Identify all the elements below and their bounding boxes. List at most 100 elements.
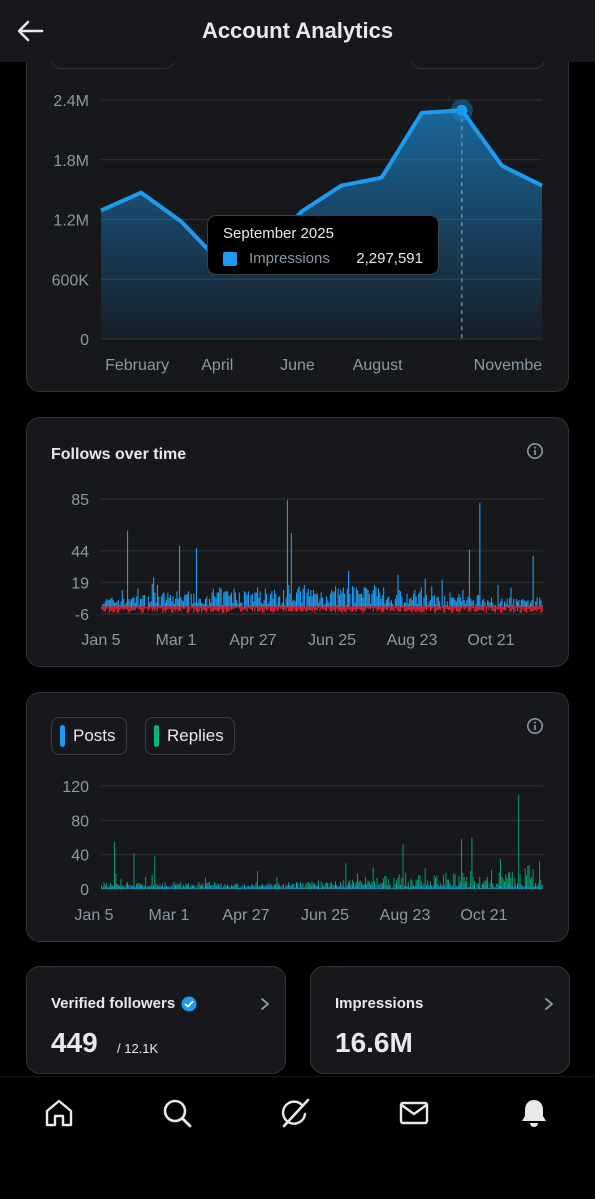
chevron-right-icon [545, 998, 553, 1010]
unfollow-bar [166, 606, 168, 611]
unfollow-bar [351, 606, 353, 612]
reply-bar [524, 868, 526, 889]
unfollow-bar [329, 606, 331, 612]
nav-grok[interactable] [277, 1095, 313, 1131]
back-button[interactable] [14, 15, 46, 47]
unfollow-bar [177, 606, 179, 612]
unfollow-bar [348, 606, 350, 609]
unfollow-bar [505, 606, 507, 611]
unfollow-bar [270, 606, 272, 612]
follow-bar [106, 598, 108, 607]
follow-bar [335, 586, 337, 607]
follow-bar [459, 597, 461, 607]
follow-bar [435, 603, 437, 607]
post-bar [381, 888, 383, 889]
unfollow-bar [509, 606, 511, 612]
post-bar [364, 884, 366, 889]
unfollow-bar [459, 606, 461, 612]
follow-bar [392, 603, 394, 607]
post-bar [458, 884, 460, 889]
nav-notifications[interactable] [516, 1095, 552, 1131]
post-bar [333, 886, 335, 889]
legend-replies-toggle[interactable]: Replies [145, 717, 235, 755]
reply-bar [236, 883, 238, 889]
post-bar [444, 884, 446, 889]
follow-bar [419, 591, 421, 607]
verified-followers-card[interactable]: Verified followers 449 / 12.1K [26, 966, 286, 1074]
unfollow-bar [380, 606, 382, 612]
follow-bar [197, 602, 199, 607]
follow-bar [348, 571, 350, 607]
unfollow-bar [262, 606, 264, 613]
post-bar [335, 883, 336, 889]
post-bar [171, 885, 173, 889]
follow-bar [137, 588, 139, 607]
reply-bar [147, 885, 149, 889]
post-bar [427, 885, 429, 889]
follow-bar [518, 600, 520, 607]
unfollow-bar [286, 606, 288, 608]
reply-bar [133, 852, 135, 889]
follow-bar [249, 605, 251, 607]
post-bar [320, 888, 322, 889]
unfollow-bar [316, 606, 318, 611]
unfollow-bar [241, 606, 243, 612]
impressions-summary-card[interactable]: Impressions 16.6M [310, 966, 570, 1074]
x-axis-tick-label: Oct 21 [460, 907, 507, 924]
post-bar [510, 886, 512, 889]
unfollow-bar [416, 606, 418, 611]
reply-bar [461, 839, 463, 889]
unfollow-bar [175, 606, 177, 612]
unfollow-bar [528, 606, 530, 609]
reply-bar [442, 874, 444, 889]
post-bar [284, 887, 286, 889]
unfollow-bar [176, 606, 178, 609]
follow-bar [302, 588, 304, 607]
post-bar [229, 887, 231, 889]
unfollow-bar [324, 606, 326, 611]
impressions-label: Impressions [335, 995, 423, 1012]
unfollow-bar [463, 606, 465, 611]
info-icon[interactable] [526, 717, 544, 735]
unfollow-bar [167, 606, 169, 609]
follow-bar [407, 603, 409, 607]
legend-posts-toggle[interactable]: Posts [51, 717, 127, 755]
unfollow-bar [522, 606, 524, 609]
unfollow-bar [444, 606, 446, 613]
follow-bar [147, 596, 149, 607]
info-icon[interactable] [526, 442, 544, 460]
post-bar [281, 884, 283, 889]
nav-home[interactable] [41, 1095, 77, 1131]
post-bar [201, 884, 203, 889]
follow-bar [484, 602, 486, 607]
follow-bar [416, 603, 418, 607]
follow-bar [186, 593, 188, 607]
follow-bar [346, 588, 348, 607]
follow-bar [442, 605, 444, 607]
follow-bar [221, 605, 223, 607]
follow-bar [219, 587, 221, 607]
unfollow-bar [465, 606, 467, 609]
unfollow-bar [541, 606, 543, 612]
unfollow-bar [108, 606, 110, 613]
post-bar [531, 888, 533, 889]
follow-bar [206, 596, 208, 607]
post-bar [484, 884, 486, 889]
reply-bar [530, 878, 531, 889]
reply-bar [237, 883, 239, 889]
post-bar [236, 888, 238, 889]
follow-bar [498, 603, 500, 607]
reply-bar [257, 871, 258, 889]
follow-bar [250, 595, 252, 607]
unfollow-bar [375, 606, 377, 609]
highlight-point[interactable] [456, 104, 468, 116]
follow-bar [387, 597, 389, 607]
nav-search[interactable] [159, 1095, 195, 1131]
post-bar [190, 886, 192, 889]
post-bar [481, 884, 483, 889]
nav-messages[interactable] [396, 1095, 432, 1131]
post-bar [362, 884, 364, 889]
unfollow-bar [402, 606, 404, 608]
post-bar [346, 884, 348, 889]
unfollow-bar [215, 606, 217, 611]
